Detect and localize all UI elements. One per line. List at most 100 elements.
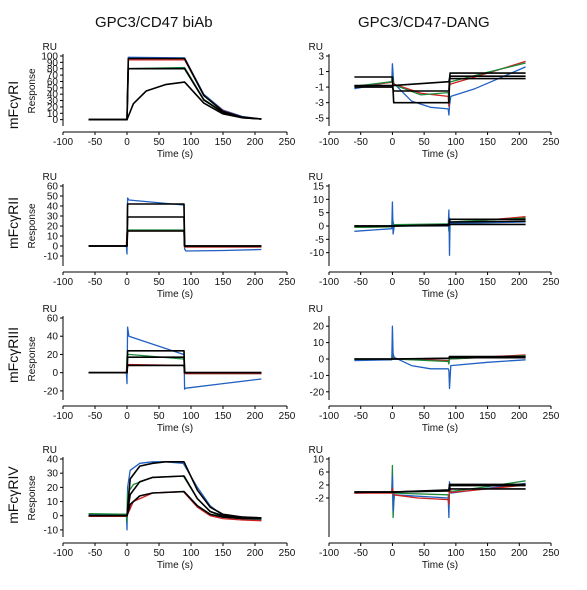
x-tick-label: -100	[53, 277, 73, 288]
x-tick-label: 200	[511, 277, 528, 288]
y-tick-label: -20	[310, 387, 325, 398]
x-axis-label: Time (s)	[422, 423, 458, 434]
x-tick-label: 50	[419, 411, 431, 422]
x-tick-label: -50	[353, 548, 368, 559]
x-tick-label: 0	[390, 277, 396, 288]
trace-blue	[354, 474, 526, 519]
x-tick-label: 50	[419, 548, 431, 559]
y-axis-label: Response	[27, 68, 38, 113]
trace-black	[88, 364, 262, 374]
x-tick-label: 150	[479, 548, 496, 559]
x-tick-label: -100	[319, 411, 339, 422]
trace-black	[88, 67, 262, 121]
y-tick-label: 0	[52, 511, 58, 522]
y-tick-label: 80	[47, 64, 59, 75]
x-tick-label: -100	[319, 548, 339, 559]
trace-black	[88, 203, 262, 247]
x-tick-label: 0	[390, 548, 396, 559]
trace-green	[88, 475, 262, 523]
x-tick-label: 250	[279, 411, 296, 422]
trace-blue	[354, 201, 526, 256]
y-tick-label: -1	[315, 83, 324, 94]
column-title-biab: GPC3/CD47 biAb	[95, 14, 213, 31]
y-tick-label: 10	[313, 338, 325, 349]
y-tick-label: 60	[47, 314, 59, 325]
x-tick-label: -100	[53, 137, 73, 148]
x-tick-label: -50	[353, 277, 368, 288]
y-tick-label: 0	[52, 242, 58, 253]
y-axis-label: Response	[27, 203, 38, 248]
x-tick-label: 50	[153, 548, 165, 559]
y-tick-label: 20	[47, 102, 59, 113]
x-tick-label: 50	[419, 137, 431, 148]
y-tick-label: 40	[47, 332, 59, 343]
y-tick-label: 20	[47, 483, 59, 494]
y-tick-label: 10	[47, 232, 59, 243]
y-axis-label: Response	[27, 475, 38, 520]
x-tick-label: 250	[543, 137, 560, 148]
trace-red	[88, 230, 262, 248]
y-tick-label: 90	[47, 58, 59, 69]
trace-black	[354, 218, 526, 227]
y-tick-label: 30	[47, 212, 59, 223]
unit-label: RU	[43, 172, 57, 183]
y-tick-label: 70	[47, 71, 59, 82]
x-tick-label: 50	[153, 277, 165, 288]
x-axis-label: Time (s)	[422, 289, 458, 300]
x-tick-label: -50	[88, 411, 103, 422]
x-axis-label: Time (s)	[157, 149, 193, 160]
x-tick-label: 200	[511, 137, 528, 148]
x-tick-label: 100	[183, 137, 200, 148]
unit-label: RU	[43, 304, 57, 315]
y-tick-label: -5	[315, 114, 324, 125]
x-tick-label: 150	[215, 277, 232, 288]
column-title-dang: GPC3/CD47-DANG	[358, 14, 490, 31]
y-tick-label: 0	[52, 368, 58, 379]
trace-green	[354, 464, 526, 519]
y-tick-label: 1	[318, 67, 324, 78]
y-tick-label: 10	[47, 497, 59, 508]
y-tick-label: -10	[44, 525, 59, 536]
x-axis-label: Time (s)	[157, 560, 193, 571]
trace-black	[88, 349, 262, 374]
y-tick-label: -10	[44, 252, 59, 263]
x-tick-label: 100	[448, 137, 465, 148]
x-tick-label: -100	[53, 411, 73, 422]
y-tick-label: 0	[52, 115, 58, 126]
y-axis-label: Response	[27, 336, 38, 381]
x-tick-label: 0	[390, 411, 396, 422]
x-axis-label: Time (s)	[422, 149, 458, 160]
y-tick-label: 2	[318, 481, 324, 492]
x-tick-label: -50	[353, 411, 368, 422]
x-tick-label: 200	[247, 548, 264, 559]
x-tick-label: -50	[88, 137, 103, 148]
x-tick-label: 150	[479, 277, 496, 288]
x-axis-label: Time (s)	[157, 423, 193, 434]
x-tick-label: 150	[215, 548, 232, 559]
y-tick-label: -10	[310, 248, 325, 259]
y-tick-label: -2	[315, 494, 324, 505]
trace-black	[354, 77, 526, 87]
x-tick-label: -100	[319, 137, 339, 148]
y-tick-label: 40	[47, 202, 59, 213]
y-tick-label: 40	[47, 90, 59, 101]
x-tick-label: 100	[183, 277, 200, 288]
x-tick-label: 0	[124, 548, 130, 559]
y-tick-label: 100	[41, 52, 58, 63]
unit-label: RU	[309, 172, 323, 183]
x-tick-label: 100	[183, 411, 200, 422]
x-tick-label: -100	[319, 277, 339, 288]
x-tick-label: 150	[215, 137, 232, 148]
panel-1-2: 3 1 -1 -3 -5 -100 -50 0 50 100 150 200 250 RU Time (s)	[309, 42, 560, 160]
x-tick-label: 0	[124, 137, 130, 148]
trace-black	[354, 483, 526, 493]
y-tick-label: 30	[47, 469, 59, 480]
y-tick-label: 50	[47, 192, 59, 203]
x-tick-label: 250	[279, 277, 296, 288]
y-tick-label: 10	[313, 455, 325, 466]
